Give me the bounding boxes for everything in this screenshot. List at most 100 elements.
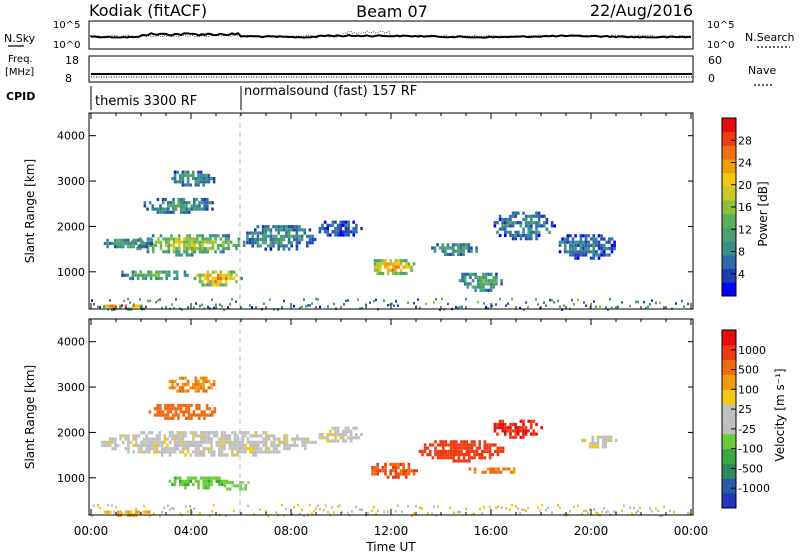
echo-cell	[261, 234, 265, 238]
echo-cell	[235, 243, 238, 247]
nsearch-trace	[90, 30, 692, 38]
echo-cell	[159, 298, 161, 301]
echo-cell	[384, 466, 387, 470]
echo-cell	[187, 201, 191, 205]
echo-cell	[223, 437, 226, 441]
echo-cell	[151, 250, 155, 254]
echo-cell	[519, 435, 523, 439]
echo-cell	[169, 201, 173, 205]
echo-cell	[579, 253, 583, 257]
echo-cell	[173, 177, 177, 181]
echo-cell	[167, 210, 170, 214]
echo-cell	[210, 447, 213, 451]
echo-cell	[589, 508, 591, 511]
echo-cell	[264, 447, 268, 451]
echo-cell	[165, 273, 168, 277]
echo-cell	[602, 253, 606, 257]
echo-cell	[347, 223, 350, 227]
echo-cell	[392, 469, 395, 473]
echo-cell	[571, 250, 575, 254]
echo-cell	[234, 484, 237, 488]
colorbar-tick-label: 12	[738, 223, 752, 236]
echo-cell	[158, 437, 161, 441]
colorbar-swatch	[722, 241, 736, 256]
echo-cell	[373, 469, 377, 473]
echo-cell	[481, 449, 484, 453]
echo-cell	[207, 434, 211, 438]
echo-cell	[486, 467, 490, 471]
echo-cell	[116, 245, 120, 249]
echo-cell	[199, 170, 203, 174]
echo-cell	[185, 416, 188, 420]
echo-cell	[233, 431, 237, 435]
echo-cell	[189, 443, 193, 448]
echo-cell	[317, 298, 319, 301]
echo-cell	[189, 479, 192, 483]
echo-cell	[210, 437, 213, 441]
echo-cell	[410, 268, 413, 272]
echo-cell	[202, 486, 205, 490]
echo-cell	[410, 265, 413, 269]
colorbar-swatch	[722, 186, 736, 201]
echo-cell	[186, 177, 190, 181]
echo-cell	[197, 447, 200, 451]
echo-cell	[591, 445, 595, 449]
echo-cell	[140, 443, 143, 448]
echo-cell	[119, 241, 122, 246]
echo-cell	[91, 299, 93, 302]
echo-cell	[381, 271, 385, 276]
echo-cell	[161, 410, 165, 414]
echo-cell	[433, 246, 437, 250]
echo-cell	[334, 230, 337, 234]
cpid-segment-1: themis 3300 RF	[95, 94, 197, 109]
echo-cell	[329, 433, 332, 437]
echo-cell	[574, 243, 577, 247]
echo-cell	[602, 237, 606, 241]
echo-cell	[442, 456, 445, 460]
echo-cell	[106, 440, 109, 444]
echo-cell	[597, 247, 601, 251]
echo-cell	[203, 197, 206, 202]
time-tick-label: 16:00	[474, 524, 509, 538]
echo-cell	[173, 450, 177, 454]
echo-cell	[419, 306, 421, 310]
echo-cell	[277, 443, 281, 448]
echo-cell	[206, 280, 210, 284]
echo-cell	[293, 437, 297, 441]
echo-cell	[259, 231, 262, 235]
echo-cell	[238, 450, 242, 454]
echo-cell	[597, 253, 601, 257]
echo-cell	[235, 273, 238, 277]
echo-cell	[121, 238, 125, 242]
echo-cell	[532, 230, 536, 234]
echo-cell	[196, 237, 199, 241]
echo-cell	[407, 462, 411, 466]
echo-cell	[587, 511, 589, 514]
echo-cell	[193, 507, 195, 510]
echo-cell	[233, 447, 237, 451]
echo-cell	[629, 506, 631, 509]
echo-cell	[524, 432, 528, 436]
echo-cell	[257, 450, 260, 454]
echo-cell	[132, 434, 135, 438]
echo-cell	[352, 436, 355, 440]
echo-cell	[179, 476, 182, 480]
echo-cell	[241, 437, 245, 441]
echo-cell	[405, 271, 408, 276]
echo-cell	[475, 249, 478, 253]
echo-cell	[495, 282, 498, 286]
echo-cell	[274, 228, 278, 232]
echo-cell	[397, 504, 399, 507]
echo-cell	[451, 249, 455, 253]
echo-cell	[592, 247, 596, 251]
echo-cell	[457, 246, 460, 250]
echo-cell	[373, 472, 377, 476]
echo-cell	[233, 453, 237, 457]
echo-cell	[223, 447, 226, 451]
echo-cell	[386, 268, 390, 272]
echo-cell	[524, 429, 528, 433]
echo-cell	[211, 283, 215, 287]
echo-cell	[535, 298, 537, 301]
echo-cell	[453, 511, 455, 514]
echo-cell	[318, 230, 322, 234]
